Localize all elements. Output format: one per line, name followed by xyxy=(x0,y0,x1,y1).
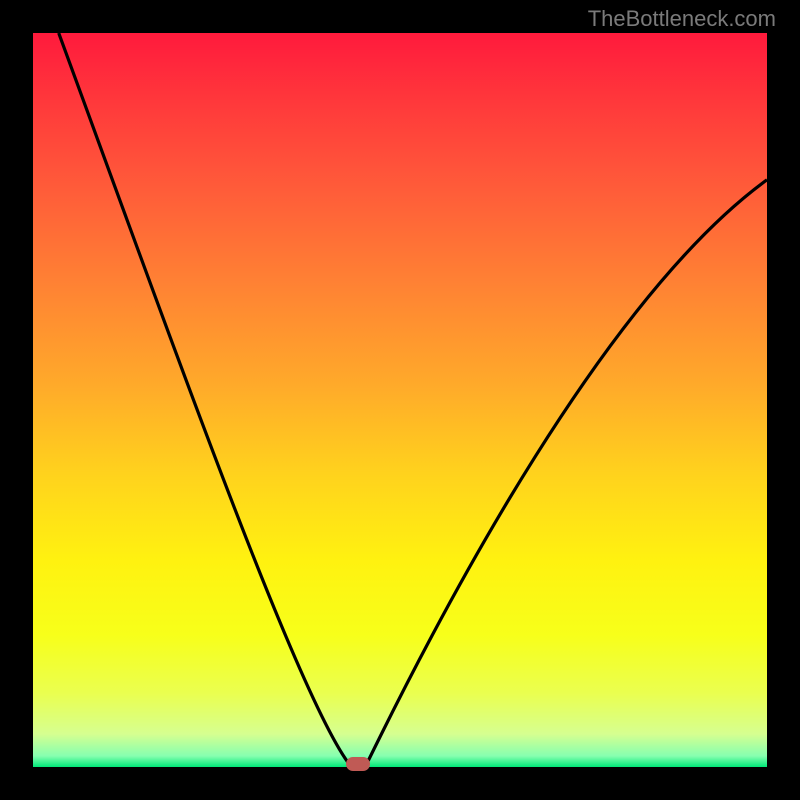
watermark-text: TheBottleneck.com xyxy=(588,6,776,32)
bottleneck-chart xyxy=(33,33,767,767)
bottleneck-curve xyxy=(33,33,767,767)
curve-left-branch xyxy=(59,33,349,763)
curve-right-branch xyxy=(367,180,767,764)
minimum-point-marker xyxy=(346,757,370,771)
